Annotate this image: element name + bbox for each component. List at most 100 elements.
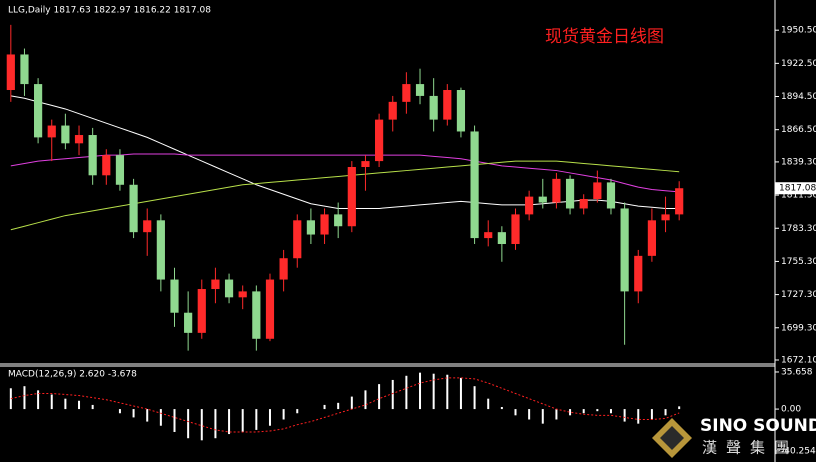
candle-body xyxy=(320,214,329,235)
y-tick-label: 0.00 xyxy=(781,405,801,415)
macd-bar xyxy=(528,409,531,420)
macd-bar xyxy=(50,394,53,410)
macd-bar xyxy=(364,390,367,410)
macd-bar xyxy=(323,404,326,410)
candle-body xyxy=(61,125,70,144)
macd-bar xyxy=(555,409,558,420)
macd-bar xyxy=(623,409,626,422)
candle-body xyxy=(224,279,234,298)
candle-body xyxy=(579,198,588,209)
y-tick-label: 1839.30 xyxy=(781,157,816,167)
macd-bar xyxy=(91,404,94,410)
y-tick-label: 1950.50 xyxy=(781,26,816,36)
macd-bar xyxy=(650,409,653,420)
macd-bar xyxy=(146,409,149,422)
candle-body xyxy=(20,54,29,85)
candle-body xyxy=(143,220,152,233)
macd-title: MACD(12,26,9) 2.620 -3.678 xyxy=(8,370,137,380)
macd-bar xyxy=(296,409,299,414)
candle-body xyxy=(252,291,261,339)
macd-bar xyxy=(569,409,572,416)
macd-bar xyxy=(609,409,612,414)
macd-bar xyxy=(678,406,681,410)
candle-body xyxy=(102,155,111,176)
candle-body xyxy=(647,220,656,256)
candle-body xyxy=(361,161,370,168)
candle-body xyxy=(34,84,43,138)
y-tick-label: 1866.50 xyxy=(781,125,816,135)
candle-body xyxy=(184,312,193,333)
macd-bar xyxy=(500,407,503,410)
macd-bar xyxy=(473,386,476,410)
candle-body xyxy=(443,90,452,120)
candle-body xyxy=(634,255,643,292)
y-tick-label: 1699.30 xyxy=(781,323,816,333)
candle-body xyxy=(115,155,125,185)
candle-body xyxy=(265,279,275,339)
macd-bar xyxy=(378,384,381,410)
moving-average xyxy=(10,160,680,231)
moving-average xyxy=(10,95,680,209)
candle-body xyxy=(525,196,534,215)
candle-body xyxy=(402,84,411,102)
candle-body xyxy=(279,258,288,280)
macd-bar xyxy=(514,409,517,416)
logo-icon xyxy=(660,426,684,450)
macd-bar xyxy=(282,409,285,420)
candle-body xyxy=(497,232,506,245)
y-tick-label: 1727.30 xyxy=(781,290,816,300)
candle-body xyxy=(334,214,343,227)
candle-body xyxy=(675,188,684,215)
macd-bar xyxy=(337,402,340,410)
macd-bar xyxy=(637,409,640,424)
y-tick-label: 1783.30 xyxy=(781,224,816,234)
macd-bar xyxy=(405,375,408,410)
macd-bar xyxy=(241,409,244,432)
macd-bar xyxy=(268,409,271,426)
candle-body xyxy=(88,135,97,176)
candle-body xyxy=(293,220,302,259)
candle-body xyxy=(593,182,602,199)
y-tick-label: 1672.10 xyxy=(781,355,816,365)
candle-body xyxy=(415,84,425,96)
macd-bar xyxy=(432,373,435,410)
candle-body xyxy=(456,90,466,132)
macd-bar xyxy=(118,409,121,414)
candle-body xyxy=(47,125,56,138)
candle-body xyxy=(552,178,561,203)
macd-bar xyxy=(228,409,231,435)
macd-bar xyxy=(78,400,81,410)
candle-body xyxy=(6,54,15,91)
macd-bar xyxy=(419,372,422,410)
macd-bar xyxy=(541,409,544,424)
macd-bar xyxy=(64,398,67,410)
macd-bar xyxy=(37,390,40,410)
chart-title: LLG,Daily 1817.63 1822.97 1816.22 1817.0… xyxy=(8,6,211,16)
candle-body xyxy=(156,220,165,280)
candle-body xyxy=(565,178,575,209)
macd-bar xyxy=(596,409,599,412)
macd-bar xyxy=(200,409,203,441)
candle-body xyxy=(238,291,247,298)
macd-bar xyxy=(350,396,353,410)
macd-bar xyxy=(187,409,190,439)
candle-body xyxy=(484,232,493,239)
macd-bar xyxy=(664,409,667,416)
candle-body xyxy=(661,214,670,221)
candle-body xyxy=(347,167,356,227)
macd-bar xyxy=(582,409,585,414)
macd-bar xyxy=(173,409,176,432)
y-tick-label: -40.254 xyxy=(781,446,816,456)
candle-body xyxy=(170,279,179,313)
macd-bar xyxy=(446,374,449,410)
candle-body xyxy=(429,95,438,120)
y-tick-label: 1811.30 xyxy=(781,191,816,201)
macd-bar xyxy=(487,398,490,410)
logo-chinese: 漢聲集團 xyxy=(702,439,798,457)
logo-name: SINO SOUND xyxy=(700,416,816,436)
candle-body xyxy=(211,279,220,290)
macd-bar xyxy=(459,377,462,410)
y-tick-label: 35.658 xyxy=(781,367,813,377)
macd-signal xyxy=(10,377,680,433)
